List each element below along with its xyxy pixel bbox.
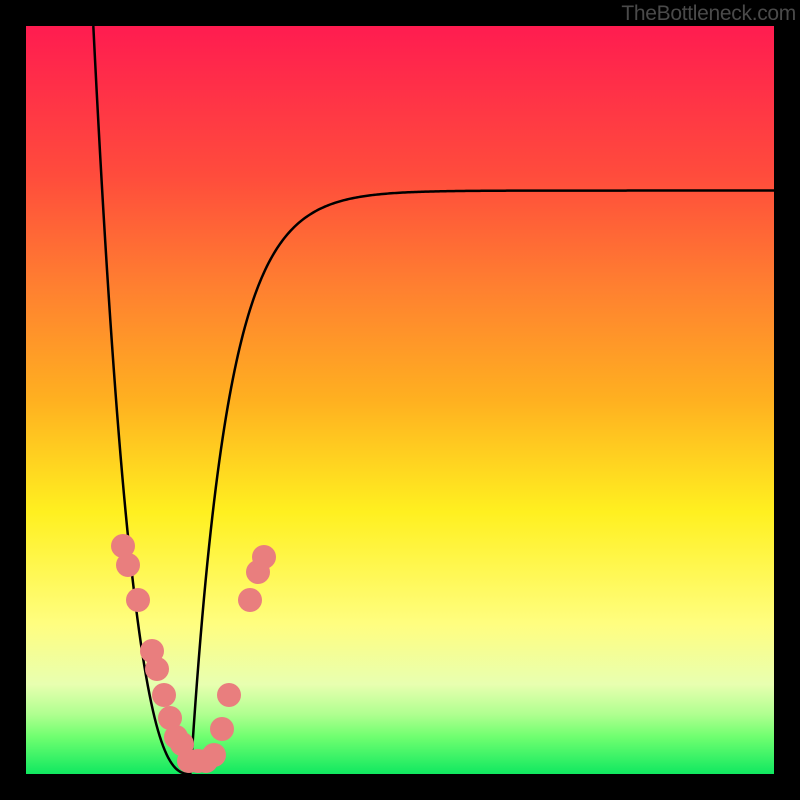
- scatter-point: [238, 588, 262, 612]
- scatter-point: [152, 683, 176, 707]
- v-curve-svg: [26, 26, 774, 774]
- scatter-point: [210, 717, 234, 741]
- watermark-text: TheBottleneck.com: [621, 2, 796, 26]
- scatter-point: [116, 553, 140, 577]
- plot-area: [26, 26, 774, 774]
- chart-container: TheBottleneck.com: [0, 0, 800, 800]
- scatter-point: [252, 545, 276, 569]
- scatter-point: [126, 588, 150, 612]
- scatter-point: [202, 743, 226, 767]
- scatter-point: [145, 657, 169, 681]
- v-curve-path: [93, 26, 774, 774]
- scatter-point: [217, 683, 241, 707]
